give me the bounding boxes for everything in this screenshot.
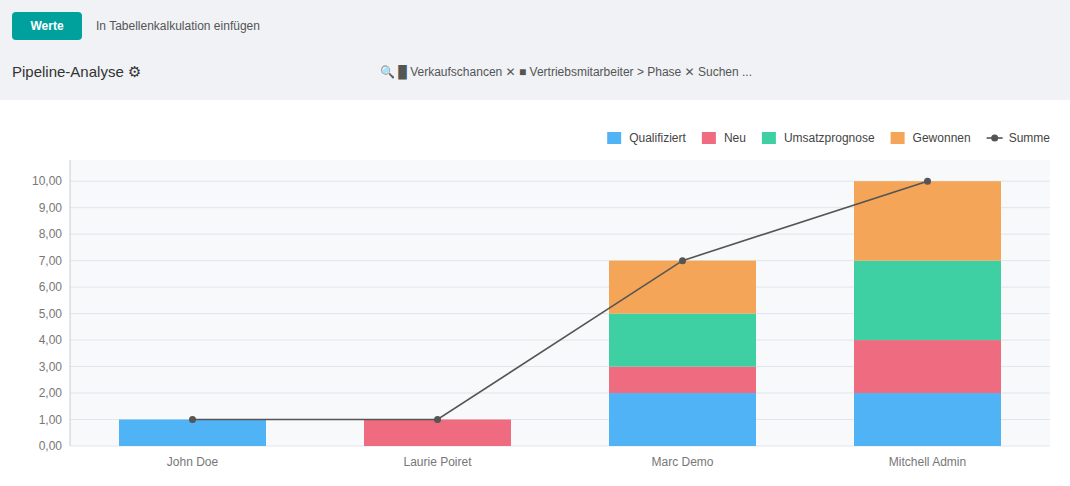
plot-background xyxy=(70,160,1050,446)
bar xyxy=(854,181,1001,260)
legend-swatch xyxy=(607,132,621,144)
button[interactable] xyxy=(12,12,82,40)
y-tick-label: 1,00 xyxy=(39,413,63,427)
annotation: 🔍 █ Verkaufschancen ✕ ■ Vertriebsmitarbe… xyxy=(380,64,752,80)
y-tick-label: 4,00 xyxy=(39,333,63,347)
line-marker xyxy=(924,178,931,185)
bar xyxy=(609,367,756,393)
legend: Qualifiziert Neu Umsatzprognose Gewonnen Sum… xyxy=(607,131,1050,145)
bar xyxy=(854,261,1001,340)
legend-swatch xyxy=(891,132,905,144)
legend-label: Summe xyxy=(1009,131,1051,145)
x-tick-label: Laurie Poiret xyxy=(403,455,472,469)
bar xyxy=(609,261,756,314)
title: Pipeline-Analyse ⚙ xyxy=(12,63,141,80)
marks xyxy=(119,178,1001,446)
x-tick-label: John Doe xyxy=(167,455,219,469)
line xyxy=(193,181,928,419)
y-tick-label: 5,00 xyxy=(39,307,63,321)
chart: Werte In Tabellenkalkulation einfügen 🔍 █ … xyxy=(0,0,1070,486)
x-tick-label: Marc Demo xyxy=(651,455,713,469)
legend-swatch xyxy=(991,135,998,142)
bar xyxy=(854,393,1001,446)
line-marker xyxy=(189,416,196,423)
legend-label: Neu xyxy=(724,131,746,145)
bar xyxy=(609,314,756,367)
bar xyxy=(119,420,266,446)
legend-swatch xyxy=(762,132,776,144)
legend-item: Umsatzprognose xyxy=(762,131,875,145)
y-tick-label: 8,00 xyxy=(39,227,63,241)
top-panel xyxy=(0,0,1070,100)
grid xyxy=(70,181,1050,446)
annotation: Werte xyxy=(30,19,63,33)
y-tick-label: 3,00 xyxy=(39,360,63,374)
y-axis-line xyxy=(70,160,71,446)
legend-swatch xyxy=(702,132,716,144)
legend-item: Gewonnen xyxy=(891,131,971,145)
y-tick-label: 9,00 xyxy=(39,201,63,215)
bar xyxy=(364,420,511,446)
y-tick-label: 7,00 xyxy=(39,254,63,268)
legend-label: Qualifiziert xyxy=(629,131,686,145)
legend-label: Gewonnen xyxy=(913,131,971,145)
line-marker xyxy=(679,257,686,264)
y-tick-label: 2,00 xyxy=(39,386,63,400)
legend-item: Neu xyxy=(702,131,746,145)
y-tick-label: 0,00 xyxy=(39,439,63,453)
bar xyxy=(609,393,756,446)
legend-item: Summe xyxy=(987,131,1051,145)
legend-item: Qualifiziert xyxy=(607,131,686,145)
bar xyxy=(854,340,1001,393)
line-marker xyxy=(434,416,441,423)
annotation: In Tabellenkalkulation einfügen xyxy=(96,19,260,33)
legend-label: Umsatzprognose xyxy=(784,131,875,145)
y-tick-label: 10,00 xyxy=(32,174,62,188)
y-tick-label: 6,00 xyxy=(39,280,63,294)
x-tick-label: Mitchell Admin xyxy=(889,455,966,469)
